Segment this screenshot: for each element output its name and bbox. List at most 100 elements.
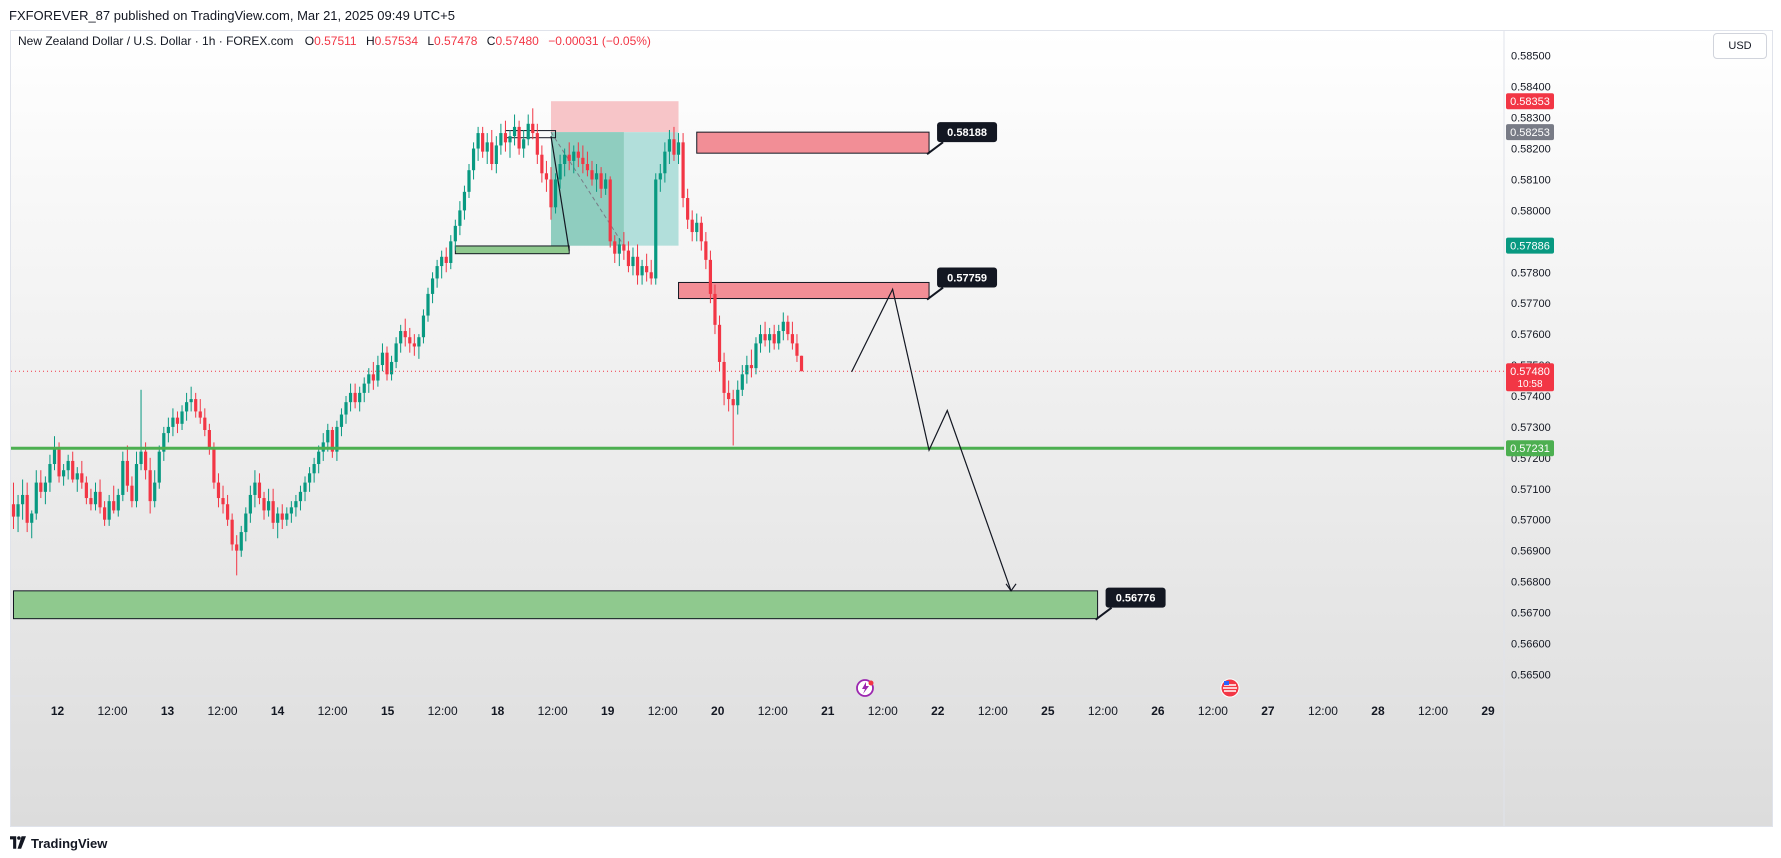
candle-body — [699, 222, 703, 242]
candle — [399, 324, 403, 353]
symbol-title[interactable]: New Zealand Dollar / U.S. Dollar · 1h · … — [18, 34, 294, 48]
price-label[interactable]: 0.58353 — [1506, 93, 1554, 110]
candle-body — [444, 256, 448, 263]
callout-box[interactable] — [1105, 587, 1166, 608]
currency-button[interactable]: USD — [1713, 33, 1767, 59]
projection-arrowhead — [1005, 583, 1017, 592]
chart-background — [11, 31, 1772, 826]
candle-body — [581, 157, 585, 164]
candle-body — [107, 501, 111, 520]
candle-body — [786, 321, 790, 335]
price-tick-label: 0.57800 — [1511, 267, 1551, 279]
price-label[interactable]: 0.57886 — [1506, 237, 1554, 254]
change-value: −0.00031 (−0.05%) — [548, 34, 651, 48]
time-axis[interactable]: 12 12:00 13 12:00 14 12:00 15 12:00 18 12:00 19 12:… — [51, 704, 1495, 718]
time-tick-label: 22 — [931, 704, 945, 718]
candle-body — [490, 142, 494, 164]
candle — [535, 123, 539, 164]
price-tick-label: 0.57300 — [1511, 422, 1551, 434]
candle — [749, 349, 754, 378]
price-label-box — [1506, 363, 1554, 392]
candle — [667, 129, 672, 164]
candle — [745, 355, 749, 384]
candle-body — [572, 151, 576, 161]
candle — [449, 235, 453, 270]
candle-body — [421, 315, 426, 338]
candle — [330, 426, 334, 458]
candle-body — [189, 399, 193, 403]
price-label[interactable]: 0.57231 — [1506, 440, 1554, 457]
candle — [517, 120, 521, 155]
chart-frame[interactable]: 0.58188 0.57759 0.56776 0.58500 0.58400 0.58… — [10, 30, 1773, 827]
time-tick-label: 12:00 — [318, 704, 348, 718]
demand-zone[interactable] — [13, 590, 1099, 620]
candle-body — [608, 179, 612, 242]
candle-body — [125, 460, 129, 486]
candle — [403, 318, 407, 347]
candle-body — [417, 337, 421, 347]
candle-body — [289, 507, 293, 514]
candle — [303, 476, 307, 502]
candle — [758, 324, 763, 353]
time-tick-label: 14 — [271, 704, 285, 718]
callout-label: 0.56776 — [1116, 593, 1156, 605]
candle-body — [134, 464, 139, 502]
candle-body — [654, 179, 658, 279]
candle — [590, 160, 594, 186]
candle-body — [48, 464, 52, 483]
candle-body — [635, 256, 640, 276]
price-tick-label: 0.56900 — [1511, 546, 1551, 558]
candle-body — [535, 133, 539, 155]
candle-body — [143, 451, 148, 471]
candle-body — [763, 334, 767, 341]
time-tick-label: 12:00 — [648, 704, 678, 718]
candle — [727, 380, 731, 412]
candle-body — [358, 392, 362, 403]
candle — [52, 436, 57, 471]
candle — [230, 513, 234, 551]
candle — [184, 392, 189, 421]
candle — [526, 114, 530, 146]
price-label[interactable]: 0.58253 — [1506, 124, 1554, 141]
low-label: L — [427, 34, 435, 48]
candle — [649, 259, 653, 285]
price-tick-label: 0.57000 — [1511, 515, 1551, 527]
supply-zone[interactable] — [696, 131, 930, 154]
candle-body — [203, 417, 207, 430]
candle — [139, 389, 143, 471]
time-tick-label: 12:00 — [868, 704, 898, 718]
candle-body — [426, 293, 430, 316]
minor-demand-zone[interactable] — [454, 245, 570, 255]
callout-box[interactable] — [937, 267, 998, 288]
candle-body — [795, 343, 799, 356]
candle — [626, 241, 631, 273]
callout-box[interactable] — [937, 122, 998, 143]
time-tick-label: 18 — [491, 704, 505, 718]
candle-body — [298, 491, 303, 502]
candle-body — [467, 170, 471, 192]
candle-body — [276, 513, 280, 523]
candle — [790, 321, 795, 350]
candle-body — [335, 426, 339, 452]
candle-body — [162, 433, 166, 452]
candle-body — [494, 145, 498, 164]
high-value: 0.57534 — [374, 34, 419, 48]
candle-body — [777, 331, 781, 344]
supply-zone[interactable] — [678, 281, 930, 300]
candle-body — [645, 266, 649, 273]
price-label-box — [1506, 237, 1554, 254]
time-tick-label: 29 — [1481, 704, 1495, 718]
price-tick-label: 0.57400 — [1511, 391, 1551, 403]
projection-path[interactable] — [851, 287, 1012, 592]
candle-body — [66, 460, 70, 471]
price-tick-label: 0.57700 — [1511, 298, 1551, 310]
candle-body — [622, 244, 626, 251]
candle-body — [194, 399, 198, 412]
candle-body — [294, 501, 298, 508]
candle-body — [544, 173, 549, 180]
price-tick-label: 0.58100 — [1511, 174, 1551, 186]
stop-loss-area[interactable] — [550, 101, 679, 133]
candle — [772, 324, 776, 350]
